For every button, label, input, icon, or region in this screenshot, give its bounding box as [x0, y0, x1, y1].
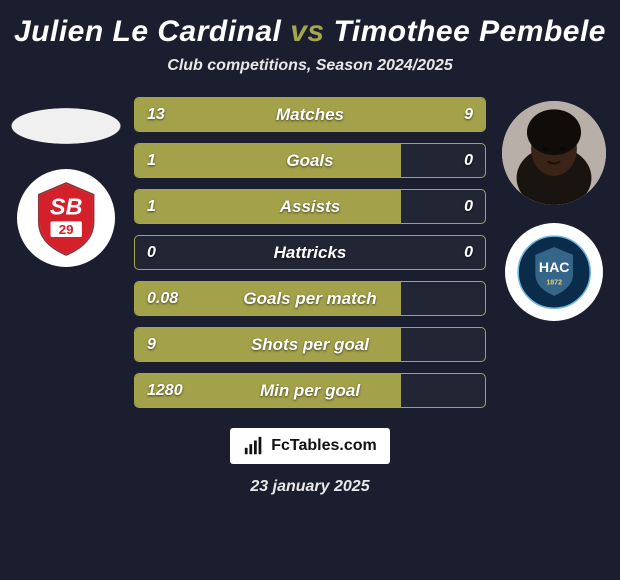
title-player2: Timothee Pembele — [333, 15, 606, 48]
stat-label: Min per goal — [135, 374, 485, 407]
player-photo-icon — [502, 101, 606, 205]
stat-row: 139Matches — [134, 97, 486, 132]
stat-label: Assists — [135, 190, 485, 223]
stat-row: 00Hattricks — [134, 235, 486, 270]
bars-icon — [243, 435, 265, 457]
title-player1: Julien Le Cardinal — [14, 15, 281, 48]
card-title: Julien Le Cardinal vs Timothee Pembele — [14, 15, 606, 49]
svg-text:1872: 1872 — [546, 280, 562, 287]
stat-label: Hattricks — [135, 236, 485, 269]
comparison-card: Julien Le Cardinal vs Timothee Pembele C… — [0, 0, 620, 580]
player2-club-badge: HAC 1872 — [505, 223, 603, 321]
main-row: SB 29 139Matches 10Goals 10Assists 00Hattri… — [5, 97, 615, 408]
svg-text:HAC: HAC — [539, 259, 570, 275]
stat-row: 0.08Goals per match — [134, 281, 486, 316]
right-side: HAC 1872 — [494, 97, 614, 321]
footer-date: 23 january 2025 — [250, 478, 369, 496]
brand-text: FcTables.com — [271, 437, 377, 455]
svg-text:29: 29 — [59, 222, 74, 237]
player2-avatar — [502, 101, 606, 205]
left-side: SB 29 — [6, 97, 126, 267]
stats-bars: 139Matches 10Goals 10Assists 00Hattricks 0.0… — [134, 97, 486, 408]
stat-row: 10Goals — [134, 143, 486, 178]
title-vs: vs — [290, 15, 324, 48]
stat-label: Goals per match — [135, 282, 485, 315]
brest-badge-icon: SB 29 — [27, 179, 105, 257]
card-subtitle: Club competitions, Season 2024/2025 — [167, 57, 452, 75]
stat-row: 9Shots per goal — [134, 327, 486, 362]
svg-text:SB: SB — [50, 193, 83, 219]
stat-label: Shots per goal — [135, 328, 485, 361]
lehavre-badge-icon: HAC 1872 — [515, 233, 593, 311]
stat-row: 1280Min per goal — [134, 373, 486, 408]
brand-badge: FcTables.com — [230, 428, 390, 464]
stat-label: Goals — [135, 144, 485, 177]
player1-club-badge: SB 29 — [17, 169, 115, 267]
stat-row: 10Assists — [134, 189, 486, 224]
player1-avatar — [11, 101, 121, 151]
stat-label: Matches — [135, 98, 485, 131]
avatar-placeholder-icon — [12, 109, 120, 143]
